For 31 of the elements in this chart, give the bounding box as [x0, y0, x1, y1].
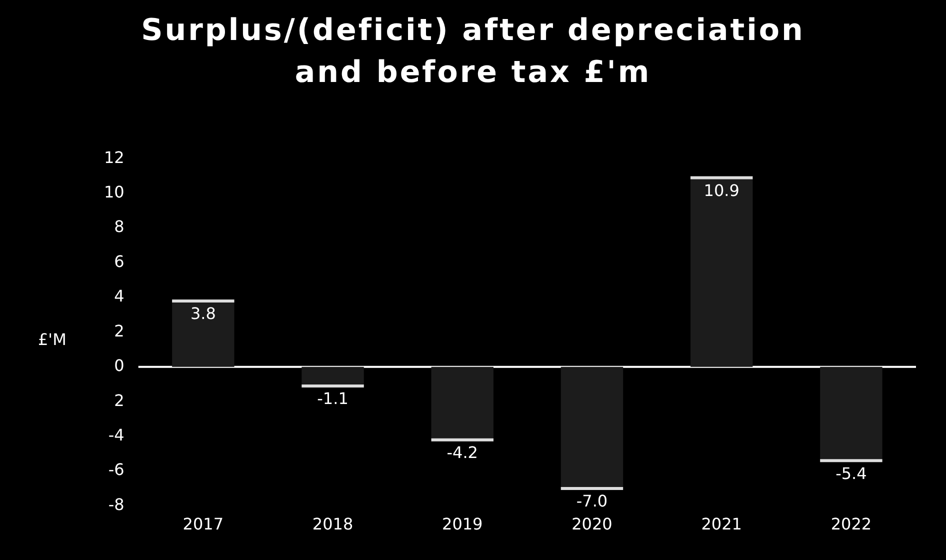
x-tick-label: 2017 [182, 514, 224, 534]
data-label: -7.0 [576, 492, 608, 511]
y-tick-label: -6 [108, 460, 124, 480]
y-tick-label: 4 [114, 286, 124, 306]
y-axis-title: £'M [38, 330, 66, 349]
data-label: 3.8 [190, 304, 216, 324]
y-tick-label: -4 [108, 426, 124, 445]
bar [302, 366, 364, 386]
x-tick-label: 2019 [442, 514, 483, 534]
data-label: -4.2 [446, 442, 478, 462]
data-label: -5.4 [836, 464, 867, 483]
chart-title: Surplus/(deficit) after depreciation and before tax £'m [140, 12, 806, 92]
data-label: 10.9 [704, 180, 740, 200]
y-tick-label: 6 [114, 252, 124, 271]
y-tick-label: 0 [114, 356, 124, 376]
y-tick-label: 2 [114, 390, 124, 410]
y-tick-label: 2 [114, 321, 124, 340]
x-tick-label: 2021 [701, 514, 742, 534]
bar [690, 178, 753, 367]
y-tick-label: 10 [104, 182, 124, 202]
bar [820, 366, 882, 461]
bar [431, 366, 494, 440]
y-tick-label: 12 [104, 148, 124, 167]
y-tick-label: -8 [108, 494, 124, 514]
y-tick-label: 8 [114, 217, 124, 236]
bar [560, 366, 624, 488]
x-tick-label: 2020 [572, 514, 612, 534]
x-tick-label: 2022 [830, 514, 872, 534]
data-label: -1.1 [317, 389, 348, 408]
x-tick-label: 2018 [312, 514, 354, 534]
bar [172, 300, 234, 367]
